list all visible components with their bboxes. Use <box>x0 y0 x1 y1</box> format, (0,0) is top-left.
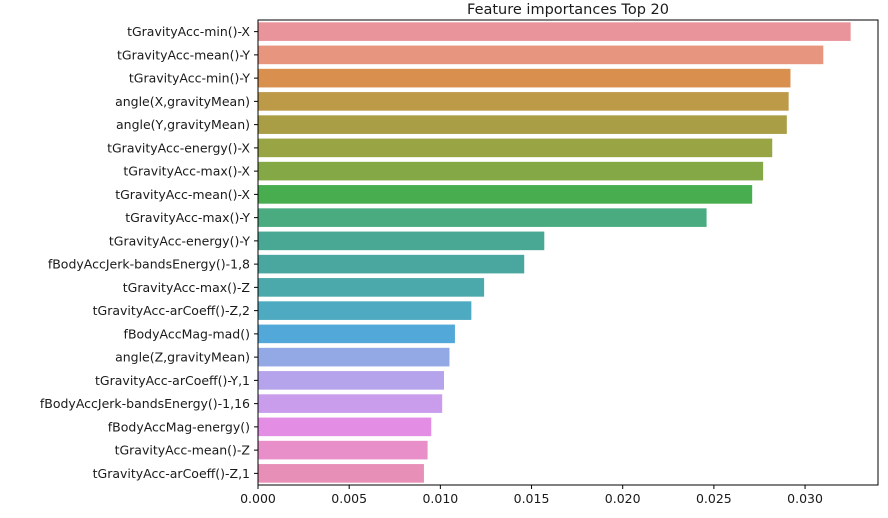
y-tick-label: angle(Z,gravityMean) <box>115 350 250 365</box>
bar <box>258 45 824 65</box>
bar <box>258 417 432 437</box>
bar <box>258 22 851 41</box>
y-tick-label: tGravityAcc-max()-Z <box>123 280 250 295</box>
chart-title: Feature importances Top 20 <box>467 2 669 18</box>
y-tick-label: tGravityAcc-energy()-Y <box>109 233 250 248</box>
bar <box>258 464 424 483</box>
plot-frame <box>257 19 879 486</box>
y-tick-label: angle(X,gravityMean) <box>115 94 250 109</box>
bar <box>258 68 791 88</box>
bar <box>258 161 764 181</box>
y-tick-label: tGravityAcc-max()-X <box>123 164 250 179</box>
bar <box>258 324 455 344</box>
bar <box>258 371 444 390</box>
bar <box>258 440 428 460</box>
bar <box>258 301 472 320</box>
bar <box>258 138 773 158</box>
x-tick-label: 0.005 <box>331 491 367 506</box>
bar <box>258 185 753 204</box>
y-tick-label: angle(Y,gravityMean) <box>116 117 250 132</box>
x-tick-label: 0.010 <box>422 491 458 506</box>
y-tick-label: tGravityAcc-max()-Y <box>125 210 250 225</box>
x-tick-label: 0.020 <box>605 491 641 506</box>
y-tick-label: tGravityAcc-mean()-X <box>115 187 250 202</box>
y-tick-label: fBodyAccJerk-bandsEnergy()-1,8 <box>48 257 250 272</box>
bar <box>258 115 787 134</box>
y-tick-labels: tGravityAcc-min()-X tGravityAcc-mean()-Y t… <box>40 24 258 481</box>
bar <box>258 208 707 227</box>
x-tick-label: 0.030 <box>787 491 823 506</box>
bar <box>258 254 525 274</box>
y-tick-label: tGravityAcc-energy()-X <box>107 140 250 155</box>
y-tick-label: tGravityAcc-arCoeff()-Z,2 <box>93 303 250 318</box>
bars-layer <box>258 22 851 483</box>
y-tick-label: tGravityAcc-min()-X <box>127 24 250 39</box>
bar <box>258 278 485 297</box>
y-tick-label: fBodyAccMag-mad() <box>124 326 250 341</box>
y-tick-label: fBodyAccMag-energy() <box>108 419 250 434</box>
x-tick-label: 0.000 <box>240 491 276 506</box>
x-tick-label: 0.015 <box>514 491 550 506</box>
y-tick-label: tGravityAcc-arCoeff()-Y,1 <box>95 373 250 388</box>
bar <box>258 394 443 413</box>
y-tick-label: tGravityAcc-arCoeff()-Z,1 <box>93 466 250 481</box>
y-tick-label: fBodyAccJerk-bandsEnergy()-1,16 <box>40 396 250 411</box>
y-tick-label: tGravityAcc-mean()-Y <box>117 47 250 62</box>
bar <box>258 347 450 367</box>
y-tick-label: tGravityAcc-mean()-Z <box>115 443 250 458</box>
bar <box>258 231 545 251</box>
bar <box>258 92 789 111</box>
x-axis-ticks: 0.000 0.005 0.010 0.015 0.020 0.025 0.030 <box>240 485 823 506</box>
x-tick-label: 0.025 <box>696 491 732 506</box>
y-tick-label: tGravityAcc-min()-Y <box>129 71 250 86</box>
